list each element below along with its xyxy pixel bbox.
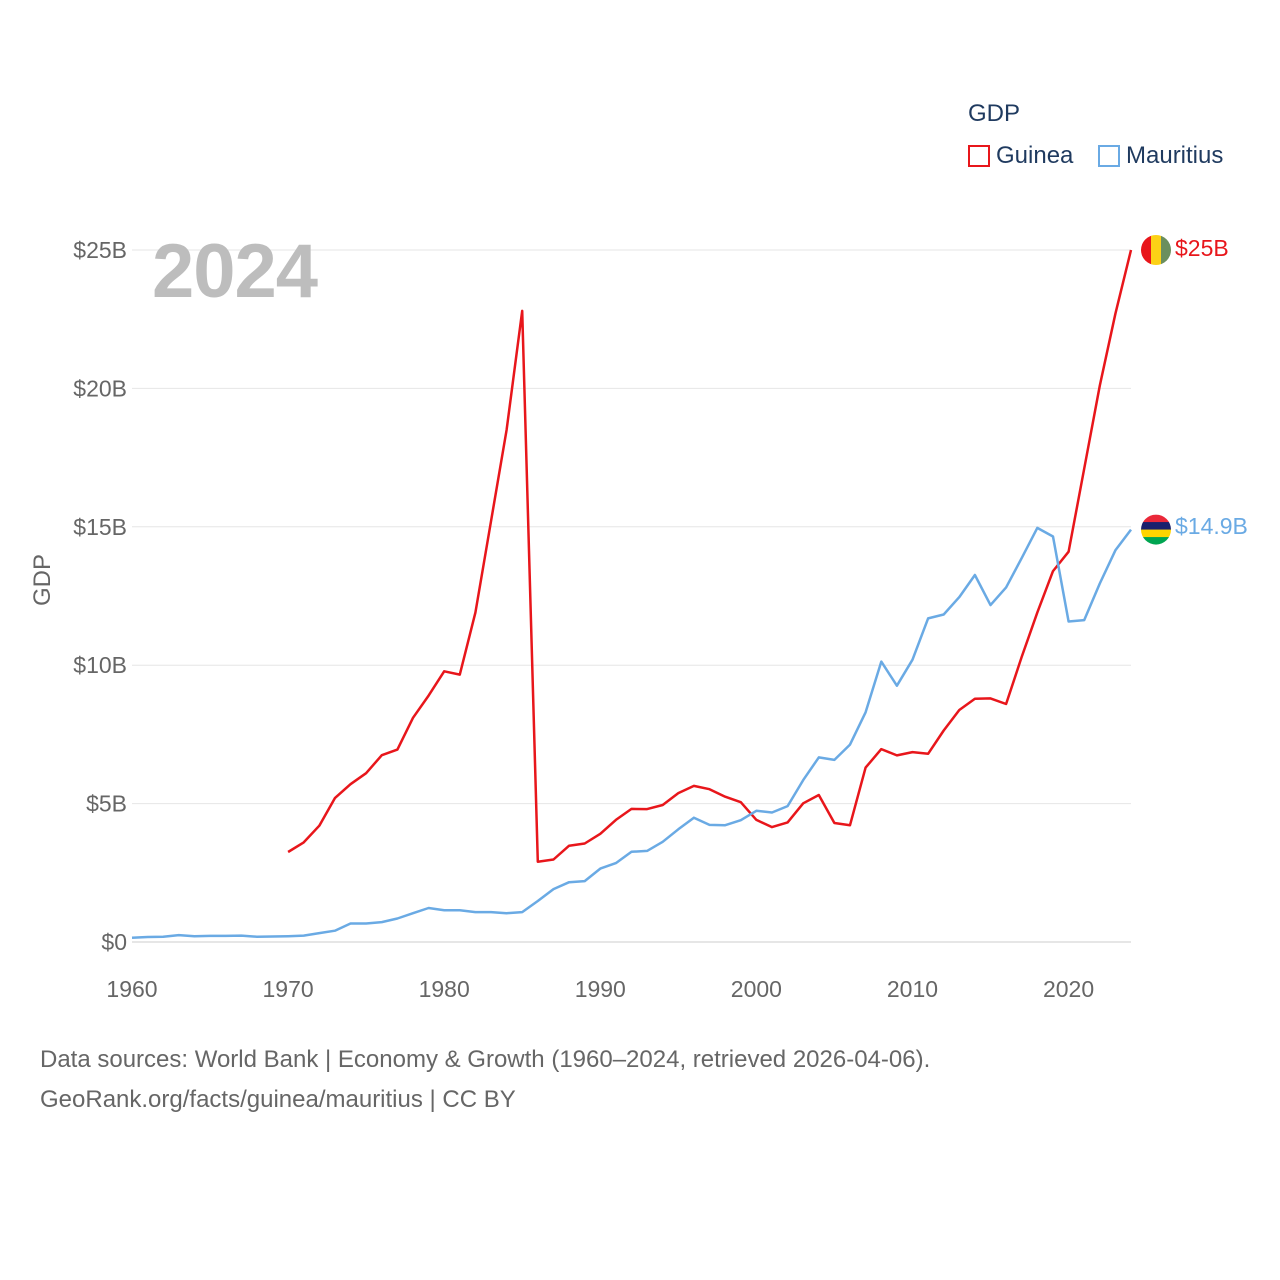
end-value-label-guinea: $25B	[1175, 235, 1229, 261]
x-axis-tick-labels: 1960 1970 1980 1990 2000 2010 2020	[106, 976, 1094, 1002]
x-tick-label: 1960	[106, 976, 157, 1002]
y-axis-tick-labels: $0 $5B $10B $15B $20B $25B	[73, 237, 127, 955]
guinea-flag-icon	[1141, 235, 1171, 265]
series-line-mauritius[interactable]	[131, 526, 1132, 940]
legend-swatch-guinea	[968, 145, 990, 167]
y-tick-label: $0	[101, 929, 127, 955]
legend-label-guinea: Guinea	[996, 142, 1074, 169]
source-url-line: GeoRank.org/facts/guinea/mauritius | CC …	[40, 1086, 516, 1113]
y-tick-label: $5B	[86, 791, 127, 817]
x-tick-label: 1980	[419, 976, 470, 1002]
grid-lines	[132, 249, 1131, 943]
y-tick-label: $20B	[73, 375, 127, 401]
flags	[1141, 235, 1171, 545]
y-tick-label: $15B	[73, 514, 127, 540]
source-line: Data sources: World Bank | Economy & Gro…	[40, 1046, 931, 1073]
x-tick-label: 2000	[731, 976, 782, 1002]
legend-item-mauritius[interactable]: Mauritius	[1098, 142, 1223, 170]
y-tick-label: $10B	[73, 652, 127, 678]
current-year-label: 2024	[152, 229, 318, 314]
y-tick-label: $25B	[73, 237, 127, 263]
x-tick-label: 1970	[263, 976, 314, 1002]
legend-swatch-mauritius	[1098, 145, 1120, 167]
series-line-guinea[interactable]	[287, 249, 1133, 863]
series-lines	[131, 249, 1133, 940]
mauritius-flag-icon	[1141, 514, 1171, 545]
legend-item-guinea[interactable]: Guinea	[968, 142, 1073, 170]
legend-label-mauritius: Mauritius	[1126, 142, 1224, 169]
y-axis-title: GDP	[29, 554, 56, 606]
x-tick-label: 2010	[887, 976, 938, 1002]
legend-title: GDP	[968, 100, 1021, 127]
x-tick-label: 2020	[1043, 976, 1094, 1002]
end-value-label-mauritius: $14.9B	[1175, 513, 1248, 539]
x-tick-label: 1990	[575, 976, 626, 1002]
